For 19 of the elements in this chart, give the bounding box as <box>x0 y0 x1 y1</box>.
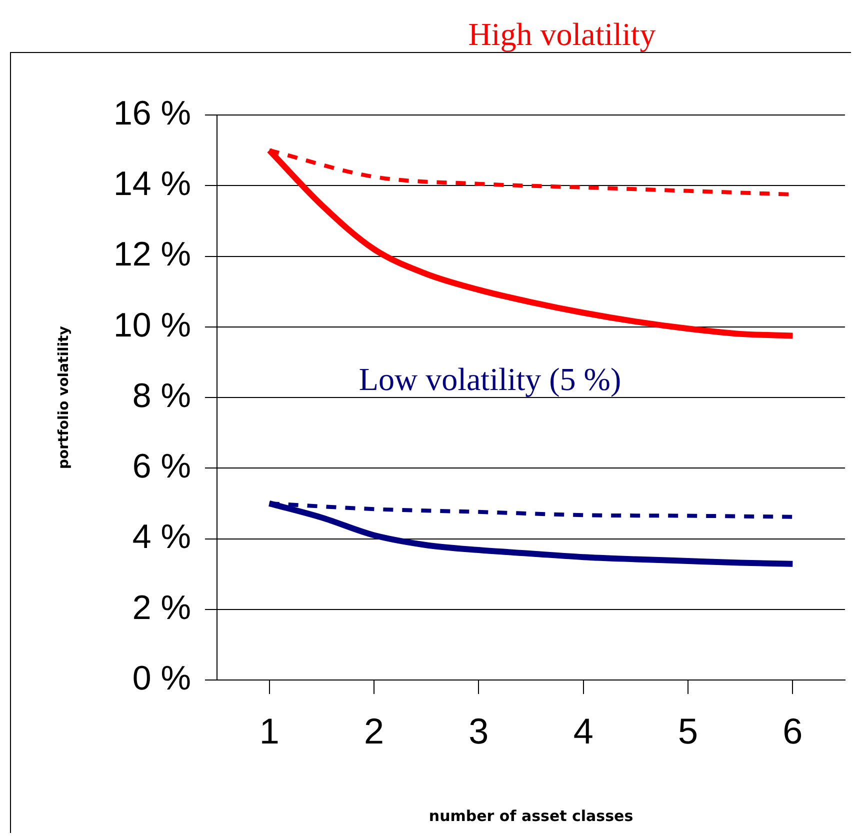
y-axis-title: portfolio volatility <box>56 326 72 469</box>
text: High volatility <box>468 16 656 52</box>
y-tick-label: 10 % <box>114 306 191 344</box>
x-tick-label: 1 <box>259 710 280 752</box>
y-tick-label: 8 % <box>132 376 191 415</box>
y-tick-label: 16 % <box>114 94 191 132</box>
x-tick-label: 3 <box>468 710 489 752</box>
y-tick-label: 14 % <box>114 165 191 203</box>
x-axis-title: number of asset classes <box>428 806 634 825</box>
y-tick-label: 2 % <box>132 588 191 627</box>
x-tick-label: 2 <box>364 710 384 752</box>
y-tick-label: 0 % <box>132 659 191 698</box>
y-tick-label: 6 % <box>132 448 191 486</box>
x-tick-label: 4 <box>573 710 594 752</box>
y-tick-label: 4 % <box>132 518 191 556</box>
annotation: Low volatility (5 %) <box>358 361 622 397</box>
x-tick-label: 6 <box>782 710 803 752</box>
x-tick-label: 5 <box>678 710 698 752</box>
y-tick-label: 12 % <box>114 236 191 274</box>
